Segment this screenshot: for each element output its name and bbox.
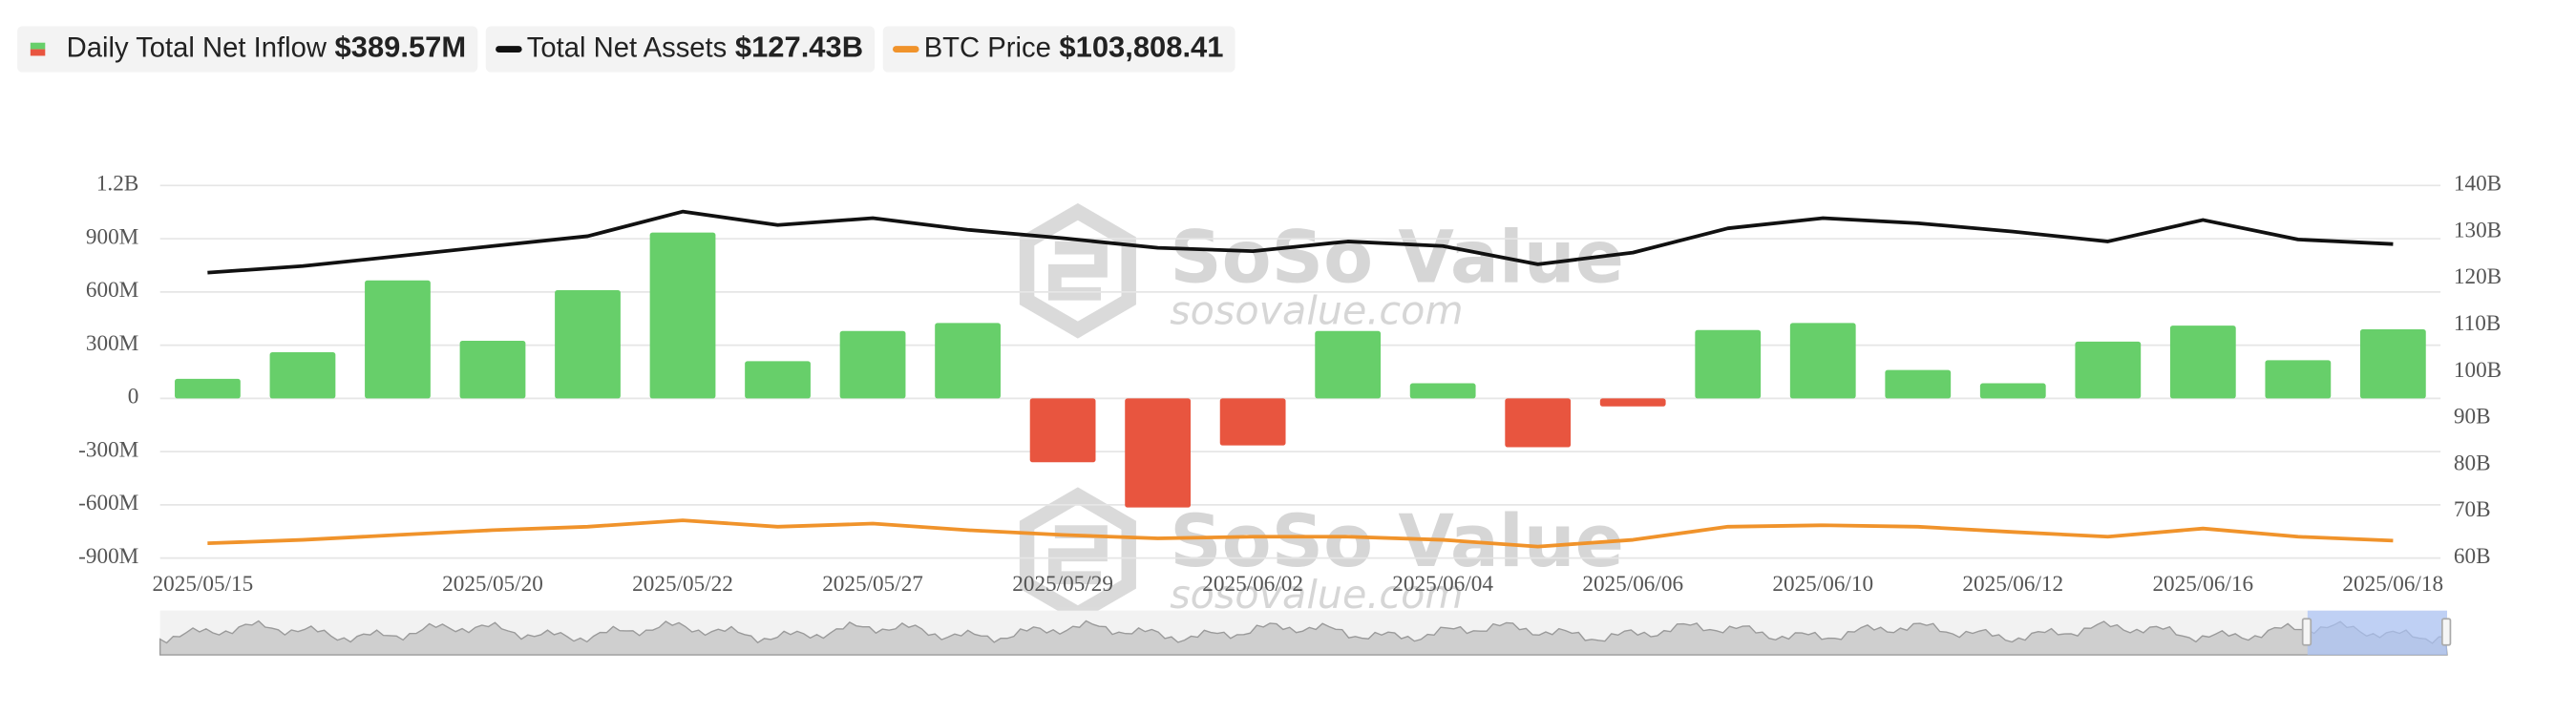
bar [839, 330, 906, 399]
navigator-handle [2301, 618, 2312, 646]
bar [175, 378, 241, 399]
bar [1029, 398, 1096, 463]
navigator-series [158, 620, 2448, 656]
x-tick-label: 2025/06/04 [1392, 572, 1493, 597]
y-tick-label: -900M [78, 544, 138, 569]
x-tick-label: 2025/06/18 [2342, 572, 2443, 597]
bar [2265, 360, 2332, 399]
legend-icon [30, 42, 46, 50]
watermark-brand: SoSo Value [1170, 216, 1624, 300]
bar [1409, 383, 1476, 399]
legend-label: Daily Total Net Inflow [67, 32, 327, 63]
bar [649, 232, 716, 399]
bar [1505, 398, 1572, 448]
x-tick-label: 2025/05/29 [1012, 572, 1113, 597]
legend-bg [485, 26, 876, 73]
bar [1599, 398, 1666, 407]
navigator-handle [2440, 618, 2452, 646]
y-tick-label: -600M [78, 491, 138, 515]
watermark-url: sosovalue.com [1170, 572, 1463, 618]
legend-item[interactable]: Total Net Assets $127.43B [485, 26, 876, 73]
legend-item[interactable]: Daily Total Net Inflow $389.57M [17, 26, 478, 73]
legend-item[interactable]: BTC Price $103,808.41 [882, 26, 1235, 73]
logo-hex [1019, 202, 1136, 339]
legend-value: $389.57M [335, 31, 467, 64]
bar [745, 361, 811, 399]
x-tick-label: 2025/06/02 [1202, 572, 1303, 597]
y-tick-label: 600M [86, 278, 138, 303]
bar [2075, 341, 2142, 399]
navigator-window [2307, 610, 2447, 656]
watermark-url: sosovalue.com [1170, 287, 1463, 333]
y2-tick-label: 70B [2454, 497, 2491, 522]
x-tick-label: 2025/05/27 [822, 572, 923, 597]
y-tick-label: 900M [86, 224, 138, 249]
legend-value: $127.43B [735, 31, 863, 64]
bar [1885, 369, 1952, 399]
x-tick-label: 2025/06/16 [2152, 572, 2253, 597]
y2-tick-label: 140B [2454, 172, 2502, 197]
bar [1125, 398, 1192, 508]
line [207, 209, 2394, 275]
y2-tick-label: 120B [2454, 264, 2502, 289]
bar [1695, 329, 1762, 399]
x-tick-label: 2025/06/12 [1962, 572, 2063, 597]
y-tick-label: 0 [128, 385, 139, 410]
watermark-brand: SoSo Value [1170, 499, 1624, 583]
bar [1219, 398, 1286, 446]
legend-label: BTC Price [924, 32, 1051, 63]
line [207, 518, 2394, 549]
bar [269, 352, 336, 399]
bar [935, 323, 1001, 399]
bar [459, 340, 526, 399]
bar [1979, 383, 2046, 399]
watermark-logo [1019, 202, 1136, 339]
x-tick-label: 2025/05/22 [632, 572, 733, 597]
x-tick-label: 2025/05/15 [153, 572, 254, 597]
legend-bg [882, 26, 1235, 73]
bar [2169, 326, 2236, 399]
legend-bg [17, 26, 478, 73]
bar [1315, 330, 1382, 399]
y2-tick-label: 80B [2454, 451, 2491, 475]
legend-icon [30, 49, 46, 56]
x-tick-label: 2025/06/06 [1582, 572, 1683, 597]
y-tick-label: -300M [78, 437, 138, 462]
navigator[interactable] [158, 610, 2452, 656]
x-tick-label: 2025/06/10 [1772, 572, 1873, 597]
y2-tick-label: 110B [2454, 311, 2501, 336]
logo-mark [1047, 241, 1108, 301]
legend-value: $103,808.41 [1059, 31, 1223, 64]
bar [2359, 328, 2426, 399]
x-tick-label: 2025/05/20 [442, 572, 543, 597]
y2-tick-label: 130B [2454, 218, 2502, 242]
logo-mark [1047, 525, 1108, 585]
y2-tick-label: 100B [2454, 358, 2502, 383]
y2-tick-label: 90B [2454, 405, 2491, 430]
legend-label: Total Net Assets [527, 32, 727, 63]
y-tick-label: 1.2B [96, 172, 138, 197]
bar [1789, 323, 1856, 399]
bar [555, 289, 621, 399]
y2-tick-label: 60B [2454, 544, 2491, 569]
bar [365, 280, 431, 399]
y-tick-label: 300M [86, 331, 138, 356]
